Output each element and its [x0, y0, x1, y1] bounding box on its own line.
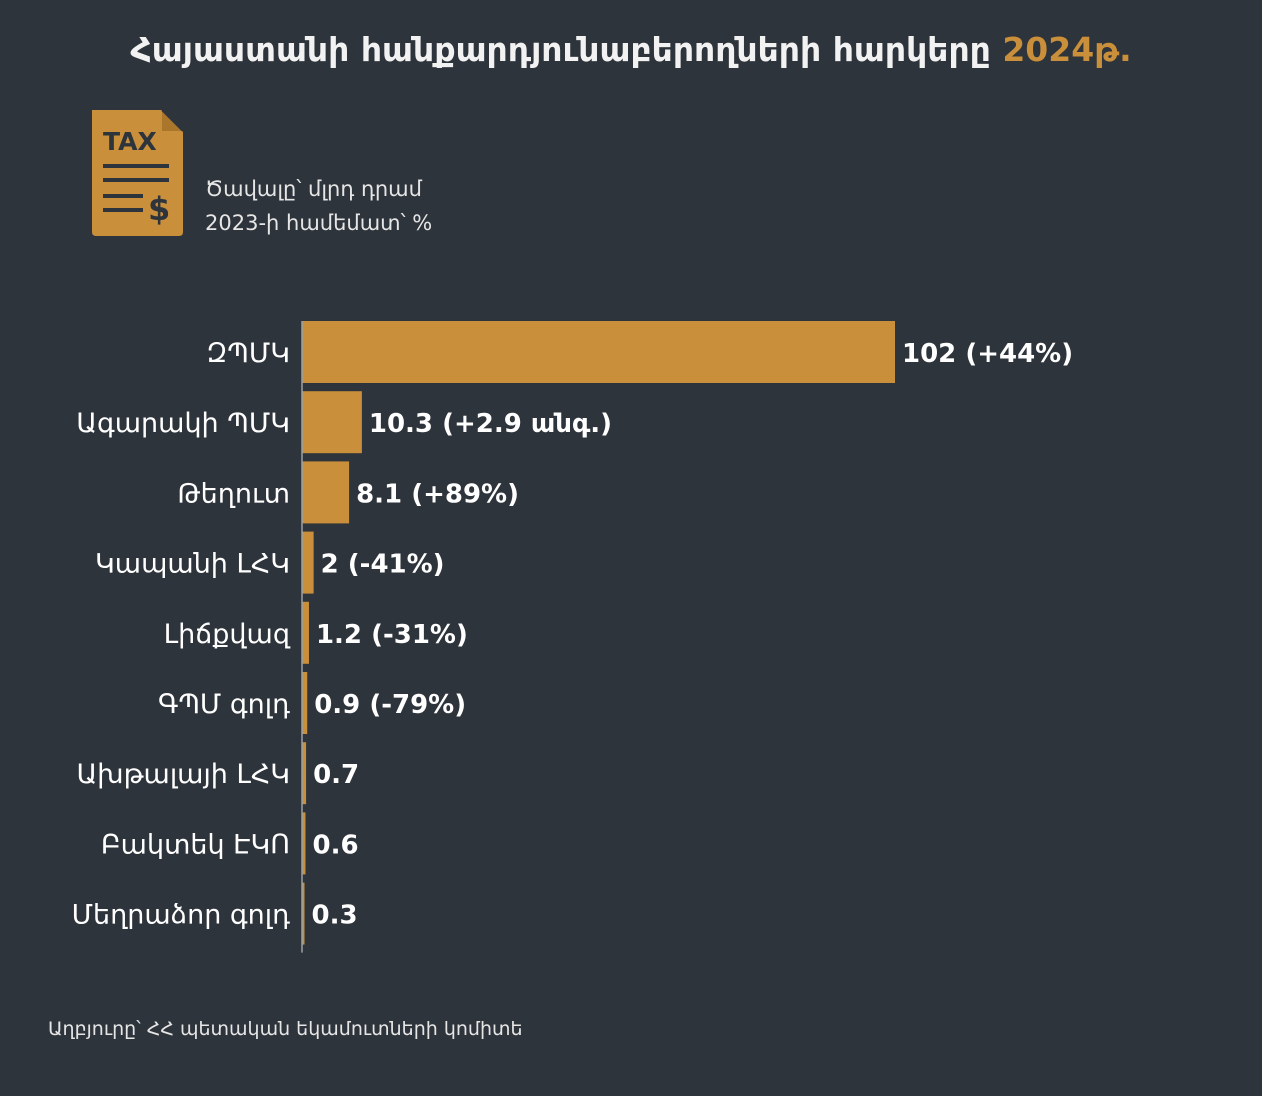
subtitle-units: Ծավալը՝ մլրդ դրամ: [205, 177, 422, 201]
data-label: 10.3 (+2.9 անգ.): [369, 409, 612, 439]
bar: [302, 742, 307, 805]
category-label: Լիճքվազ: [164, 619, 291, 650]
category-label: Ագարակի ՊՄԿ: [76, 408, 290, 439]
bar: [302, 882, 305, 945]
bar: [302, 461, 350, 524]
tax-icon-symbol: $: [148, 190, 170, 228]
bar: [302, 531, 314, 594]
chart-subtitle: Ծավալը՝ մլրդ դրամ 2023-ի համեմատ՝ %: [205, 172, 432, 240]
data-label: 0.9 (-79%): [314, 690, 466, 720]
data-label: 1.2 (-31%): [316, 620, 468, 650]
chart-title-year: 2024թ.: [1002, 30, 1132, 69]
chart-title: Հայաստանի հանքարդյունաբերողների հարկերը …: [0, 30, 1262, 69]
bar-chart: ԶՊՄԿ 102 (+44%) Ագարակի ՊՄԿ 10.3 (+2.9 անգ.…: [72, 321, 1073, 953]
bar: [302, 812, 306, 875]
category-label: ԶՊՄԿ: [206, 338, 290, 369]
tax-document-icon: TAX $: [92, 109, 184, 236]
data-label: 0.6: [312, 830, 358, 860]
category-label: Ախթալայի ԼՀԿ: [76, 759, 290, 790]
bar: [302, 391, 362, 454]
data-label: 0.3: [312, 901, 358, 931]
bar: [302, 601, 309, 664]
subtitle-comparison: 2023-ի համեմատ՝ %: [205, 211, 433, 235]
tax-icon-label: TAX: [103, 127, 157, 156]
category-label: Մեղրաձոր գոլդ: [72, 900, 290, 931]
data-label: 8.1 (+89%): [356, 479, 519, 509]
category-label: Կապանի ԼՀԿ: [95, 549, 290, 580]
category-label: ԳՊՄ գոլդ: [158, 689, 290, 720]
chart-title-main: Հայաստանի հանքարդյունաբերողների հարկերը: [130, 30, 991, 69]
data-label: 2 (-41%): [321, 550, 445, 580]
bar: [302, 321, 895, 383]
data-label: 102 (+44%): [902, 339, 1073, 369]
category-label: Թեղուտ: [177, 478, 290, 509]
data-label: 0.7: [313, 760, 359, 790]
category-label: Բակտեկ ԷԿՈ: [101, 829, 290, 860]
source-note: Աղբյուրը՝ ՀՀ պետական եկամուտների կոմիտե: [48, 1018, 523, 1040]
bar: [302, 672, 308, 734]
